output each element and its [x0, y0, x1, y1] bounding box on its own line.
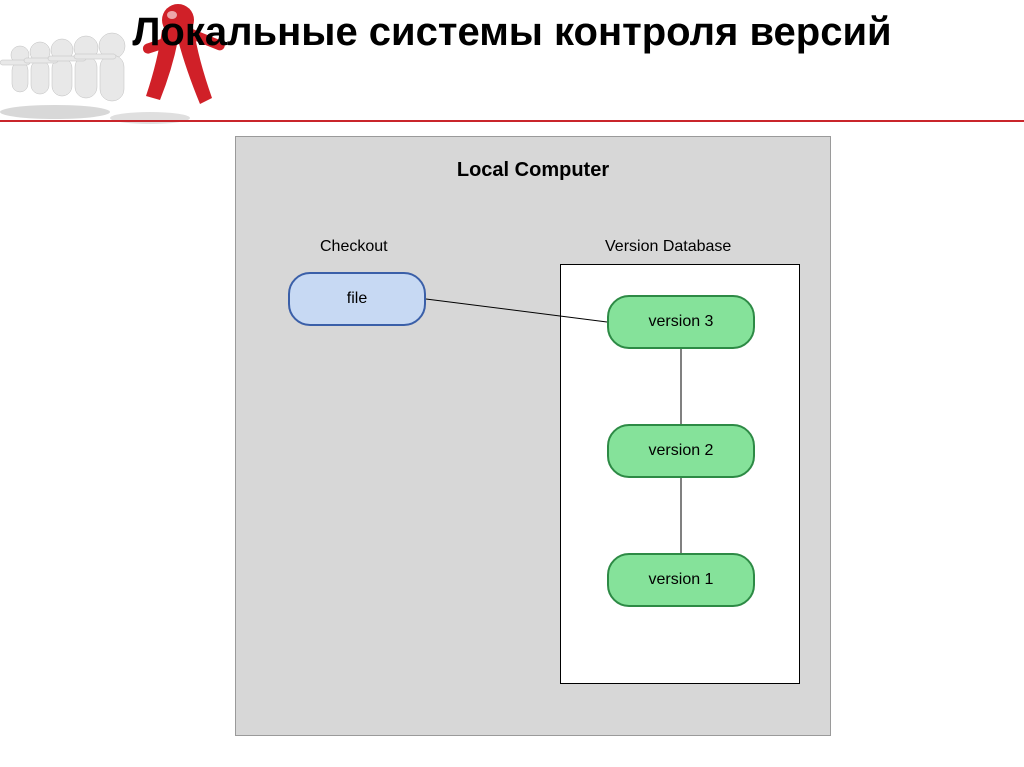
diagram-node-file: file: [288, 272, 426, 326]
diagram-node-v3: version 3: [607, 295, 755, 349]
diagram-node-v1: version 1: [607, 553, 755, 607]
diagram-title: Local Computer: [236, 159, 830, 182]
database-label: Version Database: [605, 238, 731, 256]
diagram-node-v2: version 2: [607, 424, 755, 478]
slide-title: Локальные системы контроля версий: [0, 8, 1024, 56]
accent-line: [0, 120, 1024, 122]
checkout-label: Checkout: [320, 238, 388, 256]
